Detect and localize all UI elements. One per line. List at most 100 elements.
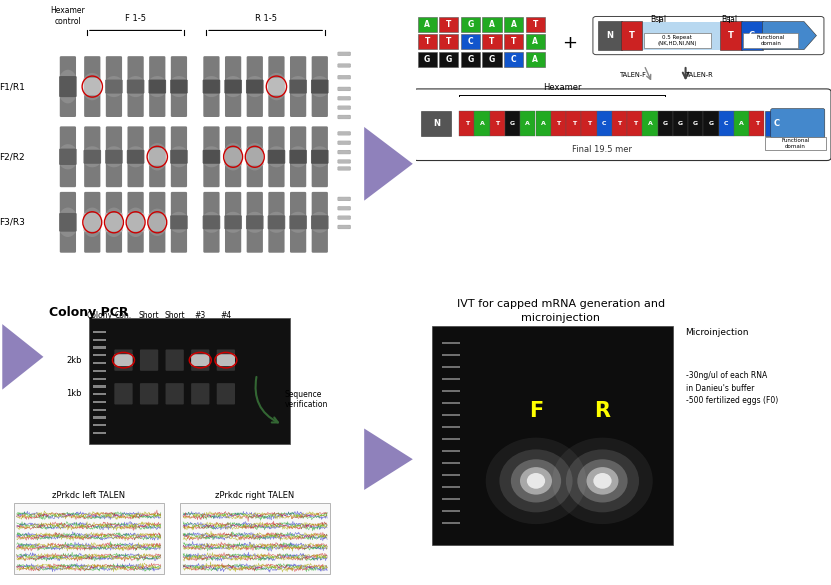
- FancyBboxPatch shape: [520, 111, 535, 136]
- Ellipse shape: [337, 225, 352, 229]
- FancyBboxPatch shape: [312, 56, 328, 117]
- FancyBboxPatch shape: [247, 126, 263, 187]
- FancyBboxPatch shape: [442, 414, 460, 417]
- FancyBboxPatch shape: [204, 126, 219, 187]
- FancyBboxPatch shape: [115, 355, 133, 366]
- Ellipse shape: [57, 144, 78, 170]
- FancyBboxPatch shape: [442, 366, 460, 369]
- FancyBboxPatch shape: [224, 148, 242, 166]
- FancyBboxPatch shape: [83, 150, 101, 164]
- Text: #3: #3: [194, 311, 206, 319]
- FancyBboxPatch shape: [312, 126, 328, 187]
- FancyBboxPatch shape: [106, 80, 123, 94]
- Text: BsaI: BsaI: [651, 15, 666, 23]
- FancyBboxPatch shape: [337, 63, 351, 68]
- Ellipse shape: [266, 73, 287, 100]
- FancyBboxPatch shape: [442, 522, 460, 524]
- FancyBboxPatch shape: [84, 126, 101, 187]
- FancyBboxPatch shape: [170, 215, 188, 229]
- FancyBboxPatch shape: [442, 486, 460, 488]
- Text: A: A: [740, 121, 744, 126]
- Ellipse shape: [337, 64, 352, 67]
- FancyBboxPatch shape: [171, 192, 187, 253]
- FancyBboxPatch shape: [93, 346, 106, 349]
- FancyBboxPatch shape: [217, 355, 235, 366]
- FancyBboxPatch shape: [127, 80, 145, 94]
- FancyBboxPatch shape: [673, 111, 688, 136]
- Text: Microinjection: Microinjection: [686, 328, 749, 336]
- FancyBboxPatch shape: [337, 115, 351, 119]
- FancyBboxPatch shape: [60, 126, 76, 187]
- FancyBboxPatch shape: [191, 383, 209, 404]
- FancyBboxPatch shape: [149, 148, 166, 166]
- Text: IVT for capped mRNA generation and
microinjection: IVT for capped mRNA generation and micro…: [457, 300, 665, 322]
- FancyBboxPatch shape: [417, 34, 437, 49]
- FancyBboxPatch shape: [290, 126, 307, 187]
- FancyBboxPatch shape: [461, 17, 480, 32]
- FancyBboxPatch shape: [149, 56, 165, 117]
- FancyBboxPatch shape: [93, 432, 106, 434]
- FancyBboxPatch shape: [439, 34, 459, 49]
- FancyBboxPatch shape: [149, 126, 165, 187]
- Ellipse shape: [244, 76, 265, 97]
- Text: F1/R1: F1/R1: [0, 82, 25, 91]
- FancyBboxPatch shape: [191, 355, 209, 366]
- FancyBboxPatch shape: [149, 80, 166, 94]
- FancyBboxPatch shape: [106, 192, 122, 253]
- Ellipse shape: [147, 209, 168, 236]
- FancyBboxPatch shape: [744, 33, 799, 48]
- Text: A: A: [489, 20, 495, 29]
- Text: T: T: [533, 20, 538, 29]
- FancyBboxPatch shape: [60, 56, 76, 117]
- FancyBboxPatch shape: [442, 354, 460, 356]
- FancyBboxPatch shape: [551, 111, 566, 136]
- FancyBboxPatch shape: [720, 21, 742, 50]
- FancyBboxPatch shape: [217, 349, 235, 371]
- Text: G: G: [510, 121, 515, 126]
- Ellipse shape: [309, 146, 330, 167]
- Polygon shape: [763, 22, 816, 50]
- FancyBboxPatch shape: [290, 192, 307, 253]
- FancyBboxPatch shape: [225, 56, 241, 117]
- Ellipse shape: [587, 467, 618, 495]
- Text: A: A: [424, 20, 430, 29]
- Text: -30ng/ul of each RNA
in Danieu's buffer
-500 fertilized eggs (F0): -30ng/ul of each RNA in Danieu's buffer …: [686, 371, 778, 405]
- FancyBboxPatch shape: [442, 402, 460, 404]
- Text: Colony PCR: Colony PCR: [48, 306, 128, 319]
- FancyBboxPatch shape: [93, 409, 106, 411]
- FancyBboxPatch shape: [337, 225, 351, 229]
- Text: T: T: [446, 20, 451, 29]
- Text: T: T: [617, 121, 622, 126]
- Ellipse shape: [337, 115, 352, 119]
- Ellipse shape: [147, 143, 168, 170]
- Ellipse shape: [244, 212, 265, 233]
- FancyBboxPatch shape: [482, 17, 502, 32]
- FancyBboxPatch shape: [337, 51, 351, 56]
- FancyBboxPatch shape: [59, 213, 76, 232]
- FancyBboxPatch shape: [442, 378, 460, 380]
- FancyBboxPatch shape: [765, 111, 789, 136]
- FancyBboxPatch shape: [504, 51, 524, 67]
- FancyBboxPatch shape: [439, 17, 459, 32]
- FancyBboxPatch shape: [89, 318, 290, 445]
- FancyBboxPatch shape: [442, 438, 460, 441]
- Ellipse shape: [169, 146, 189, 167]
- Ellipse shape: [511, 459, 561, 503]
- Ellipse shape: [337, 132, 352, 135]
- Ellipse shape: [201, 76, 222, 97]
- Text: G: G: [693, 121, 698, 126]
- Ellipse shape: [309, 76, 330, 97]
- Text: G: G: [445, 54, 452, 64]
- FancyBboxPatch shape: [224, 80, 242, 94]
- FancyBboxPatch shape: [337, 206, 351, 211]
- FancyBboxPatch shape: [337, 105, 351, 110]
- FancyBboxPatch shape: [191, 349, 209, 371]
- FancyBboxPatch shape: [482, 51, 502, 67]
- Text: N: N: [607, 31, 613, 40]
- FancyBboxPatch shape: [140, 383, 158, 404]
- FancyBboxPatch shape: [489, 111, 505, 136]
- FancyBboxPatch shape: [482, 34, 502, 49]
- FancyBboxPatch shape: [246, 148, 263, 166]
- Ellipse shape: [288, 212, 308, 233]
- FancyBboxPatch shape: [504, 34, 524, 49]
